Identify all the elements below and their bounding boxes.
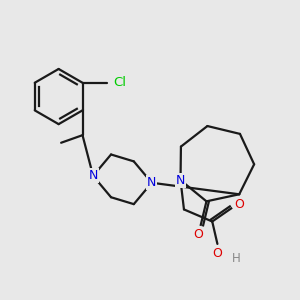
Text: N: N xyxy=(147,176,156,189)
Text: Cl: Cl xyxy=(113,76,126,89)
Text: O: O xyxy=(194,228,203,241)
Text: N: N xyxy=(88,169,98,182)
Text: H: H xyxy=(232,252,241,265)
Text: O: O xyxy=(212,247,222,260)
Text: O: O xyxy=(234,198,244,211)
Text: N: N xyxy=(176,174,185,187)
